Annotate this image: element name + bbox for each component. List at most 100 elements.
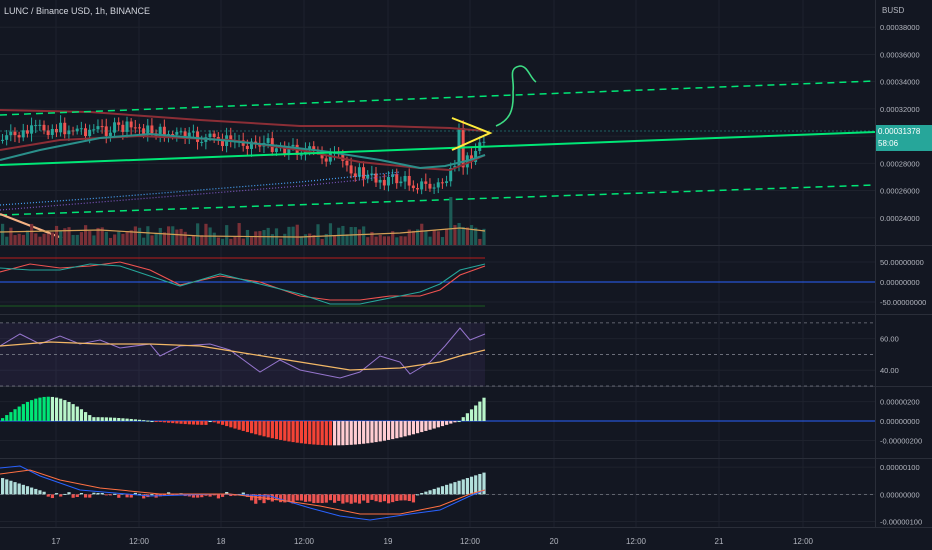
- histogram-bar: [191, 421, 196, 425]
- macd-bar: [133, 492, 137, 495]
- histogram-bar: [71, 404, 75, 422]
- volume-bar: [370, 231, 374, 245]
- candle-body: [129, 121, 133, 128]
- histogram-bar: [125, 418, 129, 422]
- histogram-bar: [341, 421, 345, 446]
- macd-bar: [9, 480, 13, 495]
- candle-body: [30, 125, 34, 134]
- histogram-bar: [171, 421, 175, 424]
- macd-bar: [457, 480, 461, 495]
- candle-body: [250, 141, 253, 149]
- currency-label[interactable]: BUSD: [882, 6, 905, 15]
- volume-bar: [474, 227, 478, 245]
- price-axis-tick-label: 0.00036000: [880, 50, 920, 59]
- histogram-bar: [295, 421, 299, 443]
- candle-body: [391, 174, 395, 177]
- macd-bar: [137, 493, 142, 495]
- time-axis-label: 20: [550, 537, 559, 546]
- volume-bar: [362, 226, 366, 245]
- macd-bar: [440, 486, 445, 495]
- volume-bar: [328, 223, 333, 245]
- histogram-bar: [391, 421, 395, 440]
- candle-body: [395, 174, 399, 184]
- volume-bar: [191, 235, 196, 245]
- volume-bar: [146, 226, 150, 245]
- macd-bar: [424, 491, 428, 495]
- histogram-bar: [258, 421, 262, 436]
- volume-bar: [233, 236, 237, 245]
- volume-bar: [229, 238, 233, 245]
- macd-bar: [474, 475, 478, 495]
- histogram-bar: [137, 419, 142, 422]
- candle-body: [312, 146, 316, 150]
- macd-bar: [5, 479, 9, 495]
- upper-channel-line: [0, 80, 876, 116]
- histogram-axis-tick-label: 0.00000000: [880, 417, 920, 426]
- macd-bar: [241, 492, 245, 495]
- volume-bar: [13, 235, 17, 245]
- macd-bar: [308, 494, 312, 502]
- macd-bar: [303, 494, 308, 502]
- yellow-triangle-annotation: [451, 117, 493, 151]
- candle-body: [349, 165, 353, 174]
- macd-bar: [71, 494, 75, 498]
- macd-bar: [38, 490, 42, 495]
- candle-body: [158, 126, 162, 137]
- volume-bar: [30, 223, 34, 245]
- volume-bar: [38, 236, 42, 245]
- volume-bar: [432, 230, 436, 245]
- histogram-bar: [440, 421, 445, 427]
- candle-body: [133, 127, 137, 129]
- volume-bar: [445, 228, 449, 245]
- histogram-bar: [179, 421, 183, 424]
- macd-bar: [59, 494, 63, 497]
- price-axis-tick-label: 0.00024000: [880, 214, 920, 223]
- histogram-bar: [229, 421, 233, 428]
- candle-body: [378, 179, 382, 183]
- histogram-bar: [266, 421, 270, 438]
- histogram-bar: [303, 421, 308, 444]
- candle-body: [9, 131, 13, 136]
- histogram-bar: [13, 409, 17, 422]
- volume-bar: [167, 226, 171, 245]
- volume-bar: [34, 233, 38, 245]
- histogram-bar: [92, 417, 96, 422]
- macd-bar: [150, 494, 154, 496]
- histogram-bar: [250, 421, 254, 434]
- volume-bar: [245, 229, 250, 245]
- candle-body: [42, 124, 46, 131]
- macd-bar: [324, 494, 328, 503]
- macd-bar: [212, 494, 216, 496]
- histogram-bar: [432, 421, 436, 429]
- volume-bar: [17, 233, 21, 245]
- candle-body: [353, 173, 357, 177]
- macd-bar: [200, 494, 204, 498]
- macd-bar: [104, 494, 108, 496]
- histogram-bar: [362, 421, 366, 444]
- histogram-bar: [453, 421, 457, 423]
- histogram-bar: [237, 421, 241, 430]
- histogram-bar: [9, 412, 13, 422]
- candle-body: [46, 130, 50, 135]
- candle-body: [428, 183, 432, 189]
- volume-bar: [88, 231, 92, 245]
- macd-bar: [345, 494, 349, 503]
- symbol-title[interactable]: LUNC / Binance USD, 1h, BINANCE: [4, 6, 151, 16]
- candle-body: [407, 175, 411, 186]
- volume-bar: [100, 227, 104, 245]
- macd-bar: [478, 473, 482, 495]
- histogram-bar: [108, 417, 113, 422]
- rsi-axis-tick-label: 60.00: [880, 335, 899, 344]
- macd-bar: [79, 493, 84, 495]
- macd-bar: [250, 494, 254, 501]
- candle-body: [299, 154, 303, 156]
- volume-bar: [469, 225, 474, 245]
- candle-body: [416, 188, 419, 190]
- candle-body: [245, 145, 249, 149]
- candle-body: [445, 181, 449, 183]
- histogram-bar: [5, 415, 9, 422]
- candle-body: [13, 131, 17, 136]
- candle-body: [266, 138, 270, 143]
- volume-bar: [478, 238, 482, 245]
